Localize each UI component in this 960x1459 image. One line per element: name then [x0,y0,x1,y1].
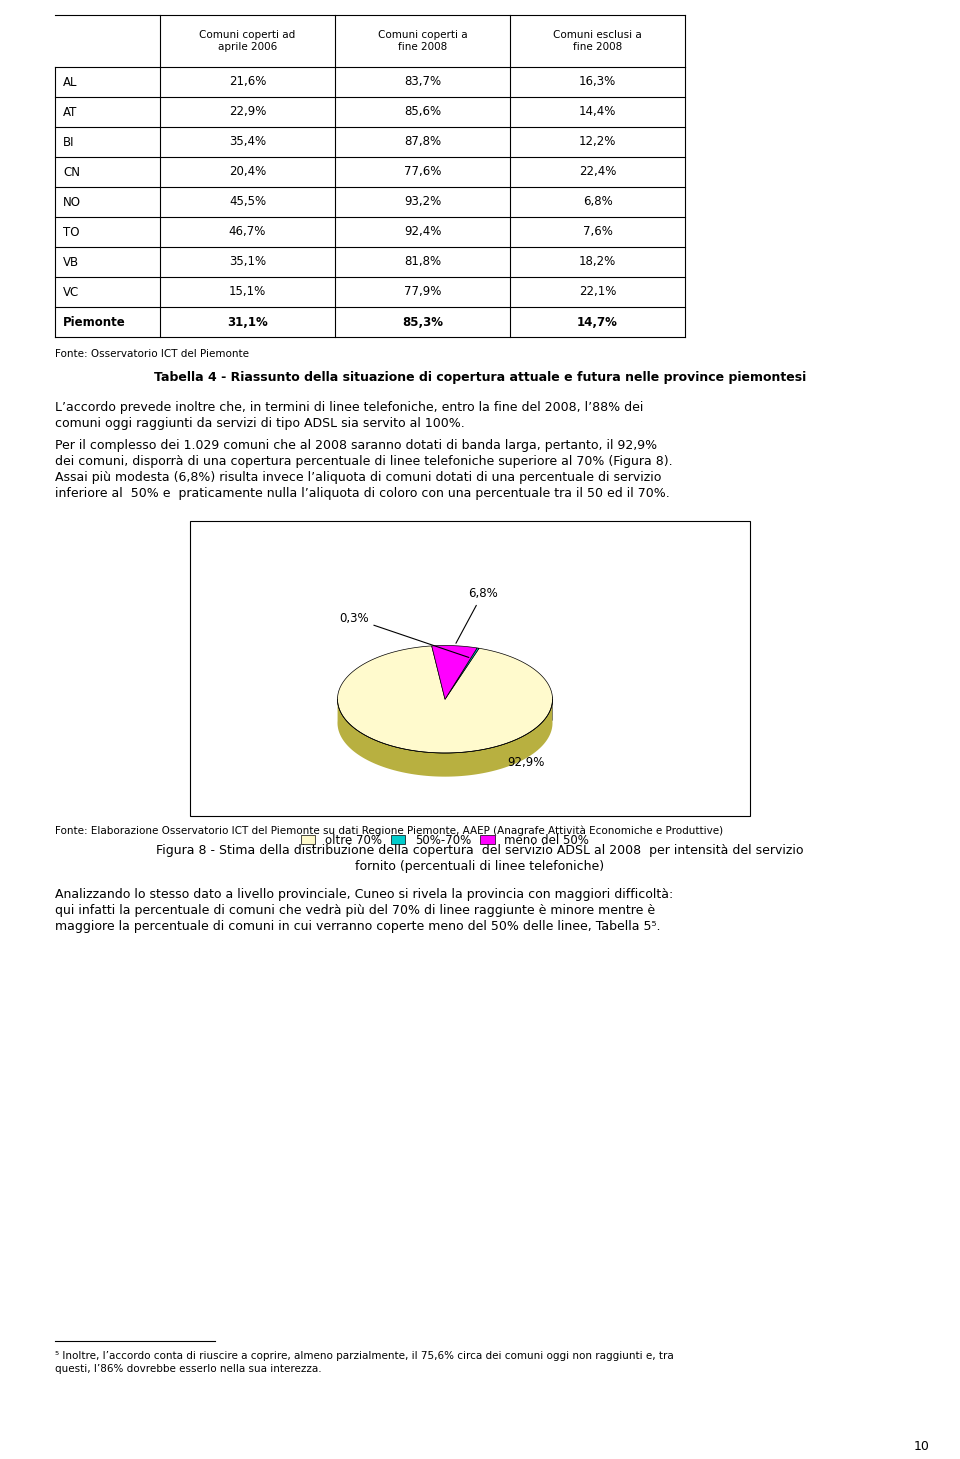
Text: 93,2%: 93,2% [404,196,442,209]
Text: 35,4%: 35,4% [228,136,266,149]
Text: TO: TO [63,226,80,238]
Polygon shape [338,697,553,776]
Text: 10: 10 [914,1440,930,1453]
Text: 0,3%: 0,3% [339,611,468,658]
Text: VB: VB [63,255,79,268]
Text: 31,1%: 31,1% [228,315,268,328]
Text: L’accordo prevede inoltre che, in termini di linee telefoniche, entro la fine de: L’accordo prevede inoltre che, in termin… [55,401,643,414]
Polygon shape [445,648,479,699]
Text: 92,4%: 92,4% [404,226,442,238]
Bar [190,521,750,816]
Text: 85,6%: 85,6% [404,105,441,118]
Text: qui infatti la percentuale di comuni che vedrà più del 70% di linee raggiunte è : qui infatti la percentuale di comuni che… [55,905,655,918]
Polygon shape [338,646,553,753]
Text: 85,3%: 85,3% [402,315,443,328]
Text: 12,2%: 12,2% [579,136,616,149]
Text: 22,4%: 22,4% [579,165,616,178]
Text: 16,3%: 16,3% [579,76,616,89]
Text: 83,7%: 83,7% [404,76,441,89]
Text: 81,8%: 81,8% [404,255,441,268]
Text: 35,1%: 35,1% [228,255,266,268]
Text: questi, l’86% dovrebbe esserlo nella sua interezza.: questi, l’86% dovrebbe esserlo nella sua… [55,1364,322,1374]
Text: 45,5%: 45,5% [228,196,266,209]
Text: comuni oggi raggiunti da servizi di tipo ADSL sia servito al 100%.: comuni oggi raggiunti da servizi di tipo… [55,417,465,430]
Text: fornito (percentuali di linee telefoniche): fornito (percentuali di linee telefonich… [355,859,605,872]
Text: Comuni coperti a
fine 2008: Comuni coperti a fine 2008 [377,29,468,53]
Text: 92,9%: 92,9% [507,756,544,769]
Text: Comuni esclusi a
fine 2008: Comuni esclusi a fine 2008 [553,29,642,53]
Text: Per il complesso dei 1.029 comuni che al 2008 saranno dotati di banda larga, per: Per il complesso dei 1.029 comuni che al… [55,439,658,452]
Text: dei comuni, disporrà di una copertura percentuale di linee telefoniche superiore: dei comuni, disporrà di una copertura pe… [55,455,673,468]
Text: 14,7%: 14,7% [577,315,618,328]
Text: NO: NO [63,196,81,209]
Text: 14,4%: 14,4% [579,105,616,118]
Text: VC: VC [63,286,80,299]
Text: 22,9%: 22,9% [228,105,266,118]
Text: 6,8%: 6,8% [583,196,612,209]
Text: 20,4%: 20,4% [228,165,266,178]
Text: 18,2%: 18,2% [579,255,616,268]
Text: 77,9%: 77,9% [404,286,442,299]
Text: maggiore la percentuale di comuni in cui verranno coperte meno del 50% delle lin: maggiore la percentuale di comuni in cui… [55,921,660,932]
Text: 22,1%: 22,1% [579,286,616,299]
Text: 46,7%: 46,7% [228,226,266,238]
Text: Analizzando lo stesso dato a livello provinciale, Cuneo si rivela la provincia c: Analizzando lo stesso dato a livello pro… [55,889,673,902]
Text: AL: AL [63,76,78,89]
Text: Fonte: Osservatorio ICT del Piemonte: Fonte: Osservatorio ICT del Piemonte [55,349,249,359]
Legend: oltre 70%, 50%-70%, meno del 50%: oltre 70%, 50%-70%, meno del 50% [298,830,592,851]
Text: AT: AT [63,105,78,118]
Polygon shape [432,645,477,699]
Text: 21,6%: 21,6% [228,76,266,89]
Text: 6,8%: 6,8% [456,587,497,643]
Text: inferiore al  50% e  praticamente nulla l’aliquota di coloro con una percentuale: inferiore al 50% e praticamente nulla l’… [55,487,670,500]
Text: Piemonte: Piemonte [63,315,126,328]
Text: 77,6%: 77,6% [404,165,442,178]
Text: BI: BI [63,136,75,149]
Text: 7,6%: 7,6% [583,226,612,238]
Text: Fonte: Elaborazione Osservatorio ICT del Piemonte su dati Regione Piemonte, AAEP: Fonte: Elaborazione Osservatorio ICT del… [55,826,723,836]
Text: CN: CN [63,165,80,178]
Text: Tabella 4 - Riassunto della situazione di copertura attuale e futura nelle provi: Tabella 4 - Riassunto della situazione d… [154,371,806,384]
Text: Assai più modesta (6,8%) risulta invece l’aliquota di comuni dotati di una perce: Assai più modesta (6,8%) risulta invece … [55,471,661,484]
Text: Comuni coperti ad
aprile 2006: Comuni coperti ad aprile 2006 [200,29,296,53]
Text: 87,8%: 87,8% [404,136,441,149]
Text: ⁵ Inoltre, l’accordo conta di riuscire a coprire, almeno parzialmente, il 75,6% : ⁵ Inoltre, l’accordo conta di riuscire a… [55,1351,674,1361]
Text: Figura 8 - Stima della distribuzione della copertura  del servizio ADSL al 2008 : Figura 8 - Stima della distribuzione del… [156,843,804,856]
Text: 15,1%: 15,1% [228,286,266,299]
